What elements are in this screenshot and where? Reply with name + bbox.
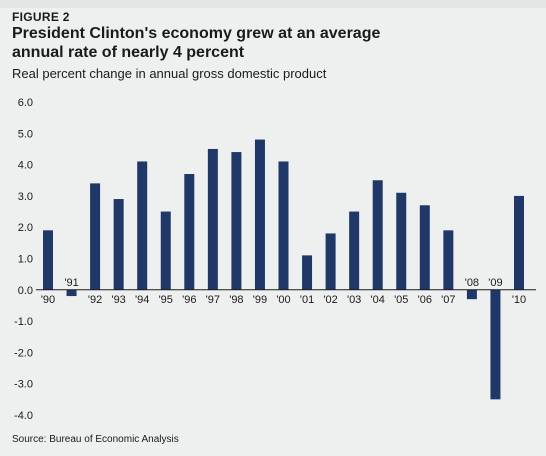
bar xyxy=(372,180,383,290)
y-tick-label: -1.0 xyxy=(14,316,33,328)
y-tick-label: 5.0 xyxy=(18,128,33,140)
x-tick-label: '99 xyxy=(253,294,267,306)
y-tick-label: 6.0 xyxy=(18,97,33,109)
bar xyxy=(466,289,477,300)
bar xyxy=(160,211,171,290)
chart-subtitle: Real percent change in annual gross dome… xyxy=(12,66,327,81)
bar xyxy=(396,192,407,290)
x-tick-label: '09 xyxy=(488,277,502,289)
x-tick-label: '06 xyxy=(418,294,432,306)
bar xyxy=(278,161,289,290)
x-tick-label: '10 xyxy=(512,294,526,306)
bar xyxy=(254,139,265,290)
bar xyxy=(207,148,218,290)
bar xyxy=(90,183,101,290)
x-axis-ticks: '90 '91 '92 '93 '94 '95 '96 '97 '98 '99 '00 '01 '02 '… xyxy=(41,277,526,306)
bar xyxy=(443,230,454,290)
y-tick-label: -3.0 xyxy=(14,379,33,391)
bar xyxy=(137,161,148,290)
source-note: Source: Bureau of Economic Analysis xyxy=(12,434,179,445)
bar xyxy=(302,255,313,290)
x-tick-label: '93 xyxy=(111,294,125,306)
bar xyxy=(43,230,53,290)
chart-title: President Clinton's economy grew at an a… xyxy=(12,25,381,61)
x-tick-label: '90 xyxy=(41,294,55,306)
y-tick-label: -2.0 xyxy=(14,347,33,359)
x-tick-label: '97 xyxy=(206,294,220,306)
x-tick-label: '07 xyxy=(441,294,455,306)
bar xyxy=(113,199,124,290)
y-tick-label: 1.0 xyxy=(18,254,33,266)
x-tick-label: '03 xyxy=(347,294,361,306)
bar xyxy=(231,152,242,290)
y-tick-label: -4.0 xyxy=(14,410,33,422)
figure-label: FIGURE 2 xyxy=(12,10,70,24)
y-tick-label: 0.0 xyxy=(18,285,33,297)
x-tick-label: '98 xyxy=(229,294,243,306)
x-tick-label: '04 xyxy=(371,294,385,306)
bar xyxy=(349,211,360,290)
x-tick-label: '96 xyxy=(182,294,196,306)
bar xyxy=(490,289,501,400)
y-axis-ticks: 6.0 5.0 4.0 3.0 2.0 1.0 0.0 -1.0 -2.0 -3.0 -4.0 xyxy=(14,97,33,422)
x-tick-label: '00 xyxy=(276,294,290,306)
bar xyxy=(419,205,430,290)
x-tick-label: '91 xyxy=(64,277,78,289)
x-tick-label: '02 xyxy=(323,294,337,306)
header-band xyxy=(0,0,546,8)
bar xyxy=(66,289,77,297)
y-tick-label: 4.0 xyxy=(18,160,33,172)
bar xyxy=(514,195,524,290)
x-tick-label: '95 xyxy=(159,294,173,306)
x-tick-label: '08 xyxy=(465,277,479,289)
bars-group xyxy=(43,139,524,400)
y-tick-label: 3.0 xyxy=(18,191,33,203)
x-tick-label: '94 xyxy=(135,294,149,306)
x-tick-label: '05 xyxy=(394,294,408,306)
y-tick-label: 2.0 xyxy=(18,222,33,234)
bar xyxy=(325,233,336,290)
x-tick-label: '92 xyxy=(88,294,102,306)
bar xyxy=(184,173,195,290)
x-tick-label: '01 xyxy=(300,294,314,306)
